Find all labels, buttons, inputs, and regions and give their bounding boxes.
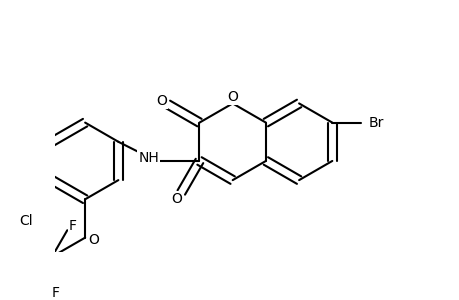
Text: O: O (156, 94, 166, 108)
Text: Br: Br (368, 116, 383, 130)
Text: Cl: Cl (19, 214, 33, 228)
Text: O: O (227, 90, 238, 104)
Text: O: O (88, 232, 99, 247)
Text: NH: NH (138, 151, 159, 165)
Text: F: F (69, 219, 77, 233)
Text: F: F (52, 286, 60, 300)
Text: O: O (171, 192, 181, 206)
